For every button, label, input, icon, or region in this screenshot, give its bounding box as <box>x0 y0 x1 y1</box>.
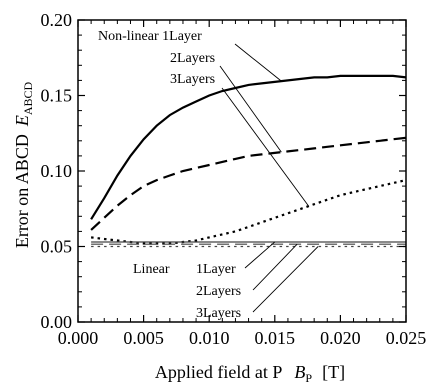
annotation-nonlinear-2layers: 2Layers <box>170 51 215 66</box>
series-line-2 <box>90 136 407 231</box>
annotation-linear: Linear <box>133 262 170 277</box>
annotation-leader-2 <box>219 65 282 153</box>
y-tick-label: 0.05 <box>41 237 73 257</box>
axis-ticks: 0.000 0.005 0.010 0.015 0.020 0.025 0.00 0.05 0.… <box>41 10 427 348</box>
x-tick-label: 0.025 <box>386 328 427 348</box>
x-axis-label: Applied field at P BP [T] <box>155 362 345 385</box>
annotation-nonlinear-3layers: 3Layers <box>170 72 215 87</box>
x-tick-label: 0.020 <box>320 328 361 348</box>
x-tick-label: 0.010 <box>189 328 230 348</box>
x-tick-label: 0.000 <box>58 328 99 348</box>
annotation-linear-1layer: 1Layer <box>196 262 236 277</box>
y-tick-label: 0.00 <box>41 312 73 332</box>
annotation-nonlinear-1layer: Non-linear 1Layer <box>98 29 202 44</box>
annotation-leader-5 <box>252 243 298 291</box>
plot-lines <box>90 74 407 248</box>
annotation-leader-4 <box>244 241 276 269</box>
x-tick-label: 0.005 <box>123 328 164 348</box>
annotation-leader-1 <box>234 43 282 82</box>
y-axis-label: Error on ABCDEABCD <box>12 81 35 248</box>
annotation-linear-3layers: 3Layers <box>196 306 241 321</box>
annotation-linear-2layers: 2Layers <box>196 284 241 299</box>
x-tick-label: 0.015 <box>255 328 296 348</box>
annotation-leader-3 <box>221 87 310 207</box>
annotation-leader-6 <box>252 246 319 313</box>
annotation-leaders <box>219 43 319 313</box>
series-line-3 <box>90 179 407 245</box>
y-tick-label: 0.20 <box>41 10 73 30</box>
plot-frame <box>77 19 407 323</box>
y-tick-label: 0.10 <box>41 161 73 181</box>
y-tick-label: 0.15 <box>41 86 73 106</box>
series-line-1 <box>90 74 407 220</box>
